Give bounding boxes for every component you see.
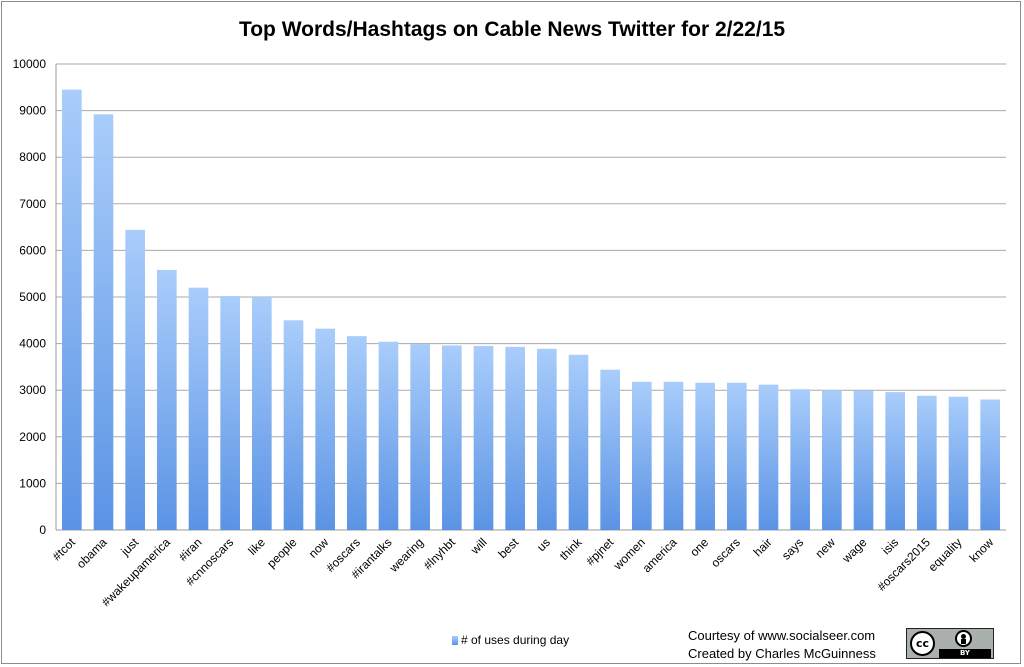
- x-tick-label: one: [687, 535, 711, 559]
- x-tick-label: just: [117, 535, 141, 559]
- x-tick-label: like: [245, 535, 268, 558]
- bar-will: [473, 345, 494, 530]
- x-tick-label: equality: [925, 535, 964, 574]
- x-tick-label: people: [264, 535, 300, 571]
- x-tick-label: obama: [74, 535, 110, 571]
- x-tick-label: best: [495, 535, 521, 561]
- bar-know: [980, 399, 1000, 530]
- by-label-icon: BY: [939, 649, 991, 658]
- bar-best: [505, 346, 525, 530]
- y-tick-label: 8000: [19, 150, 46, 164]
- y-tick-label: 5000: [19, 290, 46, 304]
- bar-equality: [948, 396, 969, 530]
- bar-says: [790, 389, 810, 530]
- bar-irantalks: [378, 341, 399, 530]
- bar-us: [537, 348, 557, 530]
- bar-people: [283, 320, 304, 530]
- credit-website: Courtesy of www.socialseer.com: [688, 628, 876, 643]
- y-axis-ticks: 0 1000 2000 3000 4000 5000 6000 7000 8000 9000 100…: [13, 57, 47, 537]
- x-tick-label: now: [306, 535, 332, 561]
- bar-iran: [188, 287, 209, 530]
- bar-tcot: [62, 89, 82, 530]
- attribution-person-icon: [955, 630, 972, 647]
- legend-label: # of uses during day: [461, 633, 570, 647]
- x-tick-label: wage: [839, 535, 870, 566]
- cc-by-icon: cc BY: [906, 628, 994, 659]
- y-tick-label: 0: [39, 523, 46, 537]
- bar-cnnoscars: [220, 296, 240, 530]
- x-tick-label: america: [640, 535, 680, 575]
- bar-one: [695, 382, 715, 530]
- bar-now: [315, 328, 335, 530]
- x-tick-label: #iran: [176, 535, 205, 564]
- bar-women: [632, 381, 652, 530]
- bar-america: [663, 381, 684, 530]
- x-tick-label: think: [557, 535, 586, 564]
- x-tick-label: will: [467, 535, 489, 557]
- legend: # of uses during day: [452, 633, 569, 647]
- bar-just: [125, 229, 145, 530]
- bar-wage: [853, 390, 874, 530]
- bar-wakeupamerica: [157, 269, 177, 530]
- x-tick-label: #tcot: [50, 535, 79, 564]
- credit-author: Created by Charles McGuinness: [688, 646, 876, 661]
- credits: Courtesy of www.socialseer.com Created b…: [688, 627, 876, 663]
- x-tick-label: #lnyhbt: [421, 535, 459, 573]
- bar-oscars2015: [917, 395, 937, 530]
- cc-logo-icon: cc: [910, 631, 935, 656]
- x-tick-label: hair: [751, 535, 775, 559]
- x-tick-label: oscars: [708, 535, 743, 570]
- y-tick-label: 2000: [19, 430, 46, 444]
- bars: [62, 89, 1000, 530]
- bar-oscars: [727, 382, 747, 530]
- legend-swatch: [452, 635, 458, 645]
- bar-hair: [758, 384, 779, 530]
- x-tick-label: know: [967, 535, 997, 565]
- y-tick-label: 10000: [13, 57, 47, 71]
- bar-obama: [93, 114, 114, 530]
- y-tick-label: 7000: [19, 197, 46, 211]
- bar-new: [822, 390, 842, 530]
- gridlines: [55, 63, 1006, 531]
- x-tick-label: wearing: [386, 535, 426, 575]
- bar-think: [568, 354, 589, 530]
- y-tick-label: 6000: [19, 243, 46, 257]
- y-tick-label: 1000: [19, 476, 46, 490]
- bar-wearing: [410, 344, 430, 530]
- bar-isis: [885, 392, 905, 530]
- bar-pjnet: [600, 369, 620, 530]
- x-tick-label: us: [534, 535, 553, 554]
- y-tick-label: 4000: [19, 337, 46, 351]
- x-tick-label: new: [812, 535, 838, 561]
- y-tick-label: 3000: [19, 383, 46, 397]
- x-tick-label: isis: [879, 535, 901, 557]
- bar-oscars: [347, 336, 367, 530]
- x-tick-label: says: [779, 535, 806, 562]
- y-tick-label: 9000: [19, 104, 46, 118]
- bar-like: [252, 297, 272, 530]
- chart-title: Top Words/Hashtags on Cable News Twitter…: [238, 18, 786, 41]
- bar-lnyhbt: [442, 345, 462, 530]
